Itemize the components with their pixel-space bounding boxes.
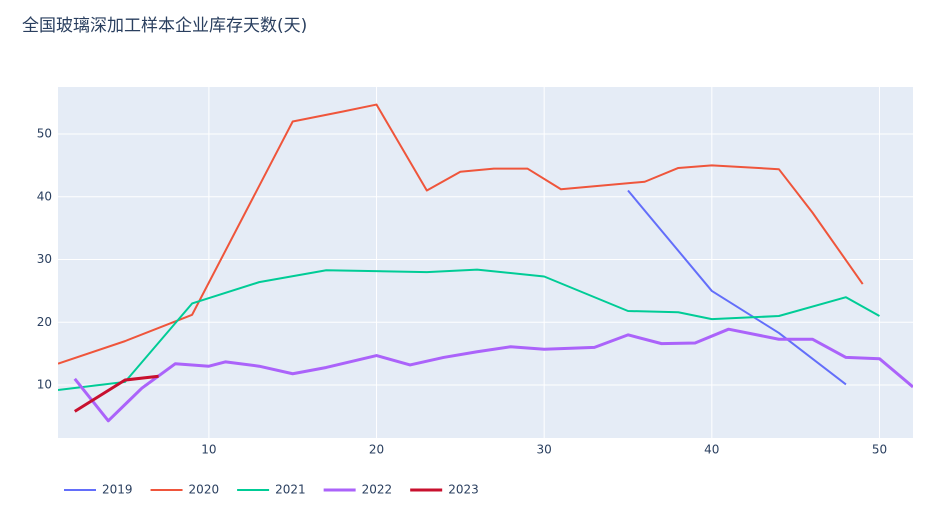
series-line (73, 327, 913, 423)
y-tick-label: 10 (37, 378, 52, 392)
x-tick-label: 50 (872, 443, 887, 457)
legend-label: 2019 (102, 483, 133, 497)
y-tick-label: 40 (37, 189, 52, 203)
series-line (73, 374, 159, 413)
y-tick-label: 20 (37, 315, 52, 329)
legend-label: 2021 (275, 483, 306, 497)
chart-title: 全国玻璃深加工样本企业库存天数(天) (22, 16, 307, 36)
x-tick-label: 10 (201, 443, 216, 457)
series-line (58, 103, 864, 365)
legend-label: 2022 (362, 483, 393, 497)
y-tick-label: 30 (37, 252, 52, 266)
x-tick-label: 40 (704, 443, 719, 457)
x-tick-label: 30 (537, 443, 552, 457)
plot-area (58, 87, 913, 438)
legend-label: 2020 (189, 483, 220, 497)
x-tick-label: 20 (369, 443, 384, 457)
y-tick-label: 50 (37, 127, 52, 141)
legend-label: 2023 (448, 483, 479, 497)
series-line (58, 268, 880, 392)
series-line (627, 189, 847, 386)
